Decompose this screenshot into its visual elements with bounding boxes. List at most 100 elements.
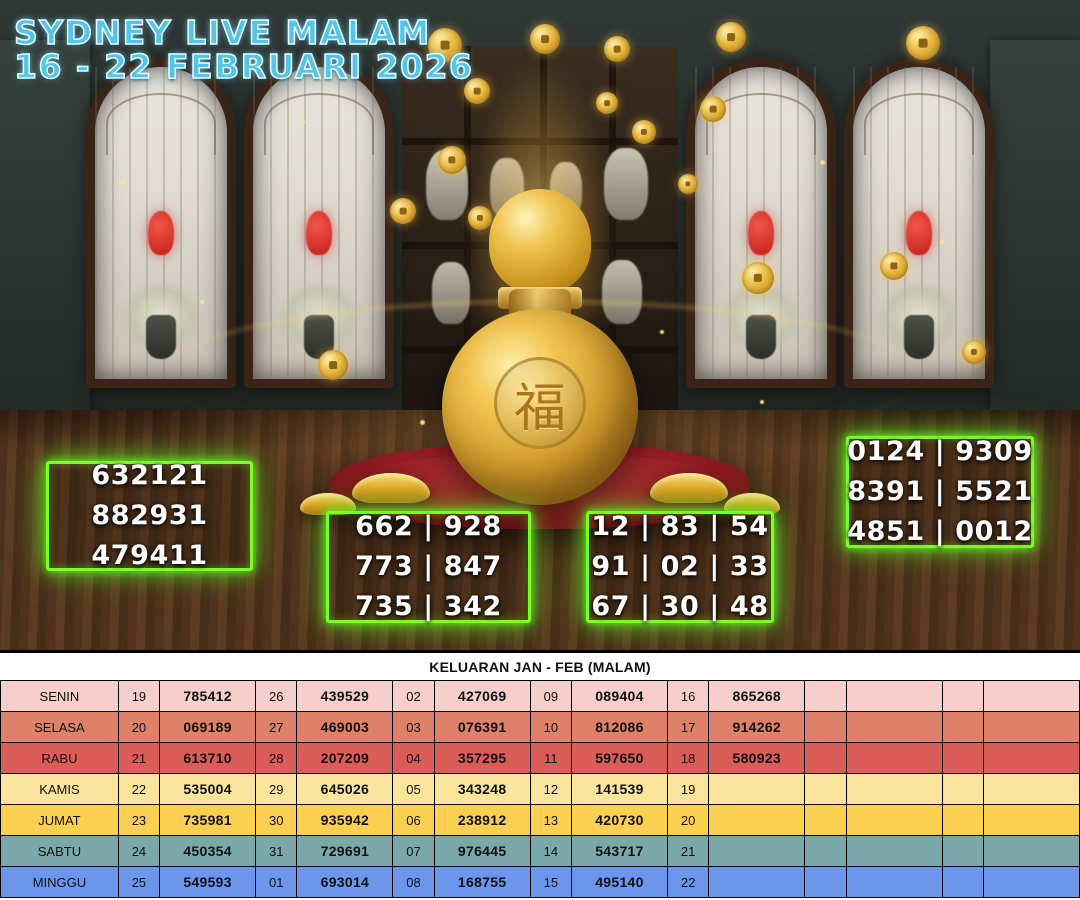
- table-row: SABTU 24 450354 31 729691 07 976445 14 543717 21: [0, 835, 1080, 867]
- cell-result-number: [982, 866, 1080, 898]
- cell-result-number: [845, 835, 943, 867]
- cell-date: 19: [667, 773, 710, 805]
- cell-date: [804, 804, 847, 836]
- prediction-line: 12 | 83 | 54: [591, 511, 769, 543]
- cell-date: 23: [117, 804, 161, 836]
- prediction-box-main-numbers[interactable]: 632121 882931 479411: [46, 460, 253, 571]
- cell-result-number: 935942: [296, 804, 394, 836]
- cell-date: [941, 866, 984, 898]
- fu-character: 福: [494, 357, 586, 449]
- cell-date: 17: [667, 711, 710, 743]
- cell-date: 13: [529, 804, 572, 836]
- results-panel: KELUARAN JAN - FEB (MALAM) SENIN 19 785412…: [0, 650, 1080, 900]
- cell-date: 07: [392, 835, 435, 867]
- cell-date: 02: [392, 680, 435, 712]
- results-table-title: KELUARAN JAN - FEB (MALAM): [0, 653, 1080, 680]
- cell-date: [941, 680, 984, 712]
- cell-date: [804, 680, 847, 712]
- results-table: SENIN 19 785412 26 439529 02 427069 09 089404 16 8…: [0, 680, 1080, 898]
- cell-date: 21: [117, 742, 161, 774]
- prediction-line: 773 | 847: [355, 551, 502, 583]
- coin-icon: [604, 36, 630, 62]
- left-cabinet: [0, 40, 90, 420]
- cell-day-name: SABTU: [0, 835, 119, 867]
- table-row: SELASA 20 069189 27 469003 03 076391 10 812086 17…: [0, 711, 1080, 743]
- cell-result-number: 597650: [570, 742, 669, 774]
- cell-date: 06: [392, 804, 435, 836]
- coin-icon: [438, 146, 466, 174]
- coin-icon: [700, 96, 726, 122]
- gold-ingot: [300, 493, 356, 515]
- prediction-line: 735 | 342: [355, 590, 502, 622]
- cell-day-name: KAMIS: [0, 773, 119, 805]
- cell-date: [941, 773, 984, 805]
- gold-ingot: [724, 493, 780, 515]
- cell-result-number: [708, 866, 806, 898]
- table-row: JUMAT 23 735981 30 935942 06 238912 13 420730 20: [0, 804, 1080, 836]
- cell-result-number: 089404: [570, 680, 669, 712]
- cell-date: 11: [529, 742, 572, 774]
- cell-date: [804, 835, 847, 867]
- cell-date: 20: [667, 804, 710, 836]
- coin-icon: [530, 24, 560, 54]
- cell-date: 09: [529, 680, 572, 712]
- cell-result-number: [708, 835, 806, 867]
- coin-icon: [962, 340, 986, 364]
- cell-date: 22: [667, 866, 710, 898]
- cell-day-name: JUMAT: [0, 804, 119, 836]
- cell-result-number: 439529: [296, 680, 394, 712]
- cell-result-number: 914262: [708, 711, 806, 743]
- prediction-line: 632121: [91, 460, 208, 492]
- prediction-box-two-digit-triples[interactable]: 12 | 83 | 54 91 | 02 | 33 67 | 30 | 48: [586, 511, 774, 623]
- cell-date: 29: [255, 773, 298, 805]
- prediction-box-four-digit-pairs[interactable]: 0124 | 9309 8391 | 5521 4851 | 0012: [846, 436, 1034, 548]
- prediction-line: 4851 | 0012: [847, 515, 1033, 547]
- window-4: [844, 58, 994, 388]
- prediction-box-three-digit-pairs[interactable]: 662 | 928 773 | 847 735 | 342: [326, 511, 531, 623]
- coin-icon: [468, 206, 492, 230]
- coin-icon: [318, 350, 348, 380]
- cell-result-number: 976445: [433, 835, 531, 867]
- cell-date: 25: [117, 866, 161, 898]
- cell-result-number: [845, 804, 943, 836]
- cell-date: 08: [392, 866, 435, 898]
- cell-result-number: 207209: [296, 742, 394, 774]
- cell-result-number: 785412: [159, 680, 257, 712]
- cell-date: 30: [255, 804, 298, 836]
- cell-date: 03: [392, 711, 435, 743]
- coin-icon: [742, 262, 774, 294]
- cell-date: [941, 742, 984, 774]
- cell-result-number: 450354: [159, 835, 257, 867]
- cell-date: 26: [255, 680, 298, 712]
- cell-date: [941, 804, 984, 836]
- cell-result-number: 168755: [433, 866, 531, 898]
- prediction-line: 0124 | 9309: [847, 436, 1033, 468]
- cell-result-number: 735981: [159, 804, 257, 836]
- cell-day-name: MINGGU: [0, 866, 119, 898]
- prediction-line: 882931: [91, 500, 208, 532]
- cell-result-number: 613710: [159, 742, 257, 774]
- coin-icon: [390, 198, 416, 224]
- coin-icon: [678, 174, 698, 194]
- golden-gourd-vase: 福: [442, 189, 638, 505]
- cell-date: 10: [529, 711, 572, 743]
- cell-day-name: SELASA: [0, 711, 119, 743]
- cell-result-number: 693014: [296, 866, 394, 898]
- window-1: [86, 58, 236, 388]
- coin-icon: [716, 22, 746, 52]
- cell-date: 18: [667, 742, 710, 774]
- cell-result-number: 549593: [159, 866, 257, 898]
- cell-result-number: [982, 711, 1080, 743]
- cell-result-number: [845, 680, 943, 712]
- cell-date: [941, 835, 984, 867]
- cell-result-number: 420730: [570, 804, 669, 836]
- cell-result-number: 812086: [570, 711, 669, 743]
- table-row: MINGGU 25 549593 01 693014 08 168755 15 495140 22: [0, 866, 1080, 898]
- prediction-line: 91 | 02 | 33: [591, 551, 769, 583]
- cell-result-number: [845, 866, 943, 898]
- cell-result-number: 427069: [433, 680, 531, 712]
- right-cabinet: [990, 40, 1080, 420]
- cell-result-number: 238912: [433, 804, 531, 836]
- cell-date: 19: [117, 680, 161, 712]
- cell-result-number: 865268: [708, 680, 806, 712]
